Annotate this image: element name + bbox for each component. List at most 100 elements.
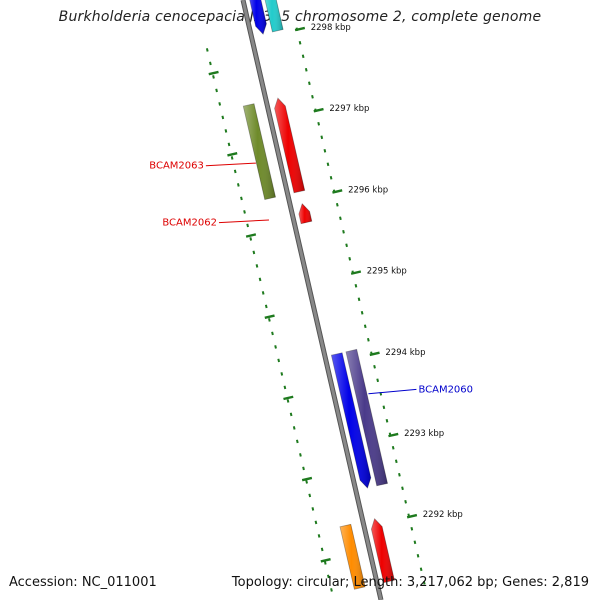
left-guide-dot — [274, 345, 277, 349]
right-guide-dot — [360, 310, 364, 315]
right-guide-dot — [398, 472, 401, 477]
right-guide-dot — [317, 121, 321, 126]
kbp-tick — [350, 270, 362, 275]
left-tick — [245, 233, 257, 238]
left-guide-dot — [283, 385, 287, 390]
gene-cyan-top-shading — [265, 0, 284, 32]
chromosome-backbone — [240, 0, 384, 600]
right-guide-dot — [394, 459, 398, 464]
gene-cyan-top[interactable] — [263, 0, 284, 33]
right-guide-dot — [357, 297, 361, 302]
kbp-tick-marks: 2298 kbp 2297 kbp 2296 kbp 2295 kbp 2294 kbp… — [208, 23, 463, 563]
right-guide-dot — [416, 553, 420, 558]
right-guide-dot — [413, 540, 417, 545]
gene-blue-top-shading — [249, 0, 267, 35]
kbp-tick — [332, 189, 343, 194]
kbp-tick-label: 2298 kbp — [311, 23, 351, 33]
gene-features — [242, 0, 395, 590]
right-guide-dot — [345, 243, 348, 248]
right-guide-dot — [419, 567, 423, 572]
right-guide-dot — [335, 202, 339, 207]
left-tick — [227, 151, 238, 157]
right-guide-dot — [348, 256, 352, 261]
right-guide-dot — [308, 81, 311, 86]
kbp-tick — [406, 513, 418, 519]
right-guide-dot — [401, 486, 404, 491]
gene-blue-bcam2060[interactable] — [330, 352, 372, 489]
left-guide-dot — [271, 331, 274, 336]
left-guide-dot — [308, 493, 312, 498]
right-guide-dot — [376, 378, 380, 383]
kbp-tick-label: 2292 kbp — [423, 510, 463, 520]
backbone-line — [241, 0, 383, 600]
left-guide-dot — [215, 88, 218, 93]
right-guide-dot — [385, 418, 389, 423]
left-guide-dot — [236, 183, 240, 187]
gene-label-leader — [205, 162, 256, 167]
right-guide-dot — [391, 445, 395, 450]
gene-olive-shading — [243, 103, 276, 200]
dotted-guide-lines — [205, 27, 426, 592]
left-guide-dot — [323, 561, 327, 565]
gene-label[interactable]: BCAM2060 — [418, 384, 473, 395]
gene-orange[interactable] — [339, 523, 366, 590]
left-guide-dot — [212, 75, 215, 79]
left-tick — [264, 314, 275, 319]
right-guide-dot — [326, 162, 330, 167]
gene-label-leader — [368, 388, 417, 395]
left-guide-dot — [221, 115, 225, 120]
left-guide-dot — [209, 61, 212, 66]
right-guide-dot — [382, 405, 386, 410]
left-guide-dot — [255, 264, 259, 268]
left-guide-dot — [289, 412, 293, 417]
gene-blue-top[interactable] — [248, 0, 267, 35]
left-guide-dot — [252, 250, 256, 255]
left-tick — [208, 70, 219, 76]
left-guide-dot — [295, 439, 299, 444]
kbp-tick-label: 2295 kbp — [367, 267, 407, 277]
gene-red-bottom[interactable] — [370, 518, 395, 584]
kbp-tick — [313, 107, 324, 113]
left-guide-dot — [302, 466, 305, 471]
left-guide-dot — [327, 574, 330, 579]
left-guide-dot — [314, 520, 318, 525]
left-guide-dot — [240, 196, 243, 201]
left-guide-dot — [317, 534, 321, 538]
gene-red-bcam2062-shading — [298, 203, 312, 224]
left-guide-dot — [264, 304, 268, 309]
right-guide-dot — [311, 94, 314, 99]
gene-label[interactable]: BCAM2062 — [162, 218, 217, 229]
gene-blue-bcam2060-shading — [331, 352, 371, 488]
gene-orange-shading — [340, 524, 366, 590]
left-guide-dot — [268, 318, 271, 322]
gene-purple[interactable] — [345, 348, 388, 487]
left-guide-dot — [305, 480, 308, 484]
right-guide-dot — [301, 54, 305, 59]
right-guide-dot — [329, 175, 333, 180]
kbp-tick — [294, 26, 306, 32]
gene-label[interactable]: BCAM2063 — [149, 161, 204, 172]
right-guide-dot — [320, 135, 324, 140]
left-tick — [301, 476, 313, 482]
left-tick — [320, 557, 331, 563]
genome-summary-text: Topology: circular; Length: 3,217,062 bp… — [231, 575, 589, 590]
left-guide-dot — [230, 156, 234, 160]
right-guide-dot — [323, 148, 327, 153]
left-guide-dot — [292, 426, 296, 430]
right-guide-dot — [354, 283, 358, 288]
gene-olive[interactable] — [242, 103, 276, 200]
right-guide-dot — [373, 364, 376, 369]
left-guide-dot — [261, 291, 265, 295]
right-guide-dot — [298, 40, 302, 45]
gene-red-bcam2063[interactable] — [274, 97, 306, 194]
left-tick — [283, 395, 294, 401]
gene-red-bottom-shading — [371, 518, 395, 583]
left-guide-dot — [299, 453, 302, 457]
gene-red-bcam2062[interactable] — [298, 203, 313, 225]
kbp-tick-label: 2293 kbp — [404, 429, 444, 439]
accession-text: Accession: NC_011001 — [9, 575, 157, 590]
map-title: Burkholderia cenocepacia J2315 chromosom… — [58, 9, 542, 25]
kbp-tick-label: 2294 kbp — [385, 348, 425, 358]
gene-purple-shading — [346, 349, 388, 486]
